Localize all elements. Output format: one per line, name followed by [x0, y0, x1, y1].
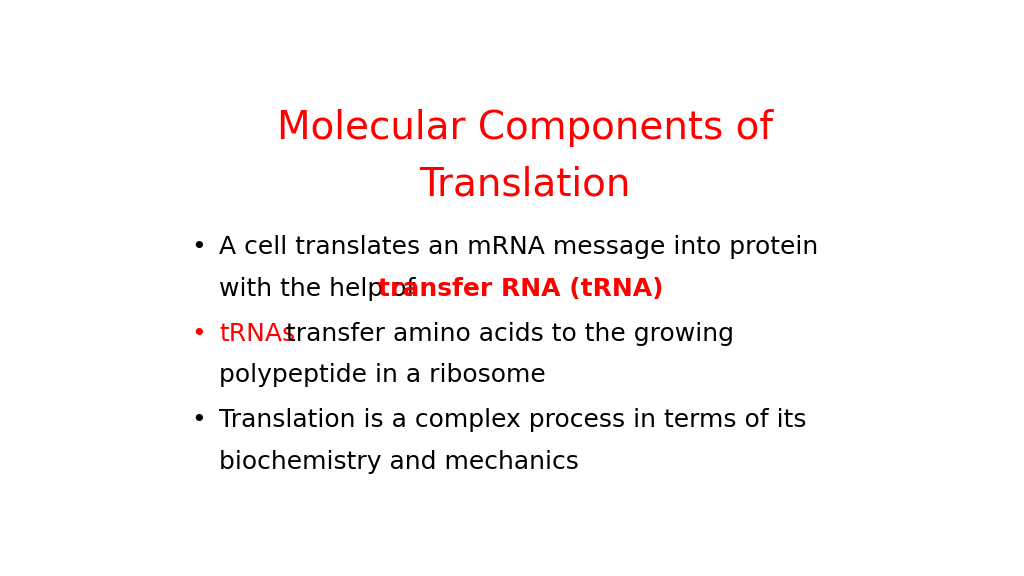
Text: with the help of: with the help of: [219, 276, 424, 301]
Text: •: •: [191, 236, 206, 259]
Text: tRNAs: tRNAs: [219, 322, 295, 346]
Text: Molecular Components of
Translation: Molecular Components of Translation: [276, 109, 773, 203]
Text: transfer RNA (tRNA): transfer RNA (tRNA): [378, 276, 664, 301]
Text: •: •: [191, 408, 206, 433]
Text: transfer amino acids to the growing: transfer amino acids to the growing: [279, 322, 734, 346]
Text: •: •: [191, 322, 206, 346]
Text: A cell translates an mRNA message into protein: A cell translates an mRNA message into p…: [219, 236, 818, 259]
Text: polypeptide in a ribosome: polypeptide in a ribosome: [219, 363, 546, 387]
Text: biochemistry and mechanics: biochemistry and mechanics: [219, 450, 580, 473]
Text: Translation is a complex process in terms of its: Translation is a complex process in term…: [219, 408, 807, 433]
